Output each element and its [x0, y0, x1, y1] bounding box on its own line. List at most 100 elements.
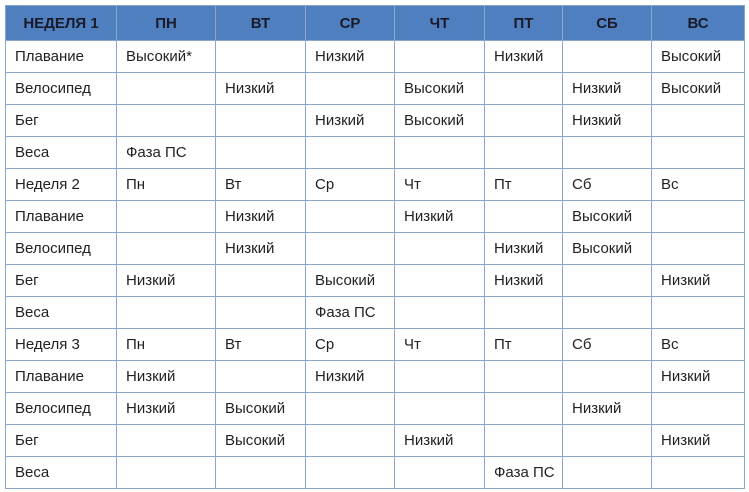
- table-cell: Сб: [562, 168, 652, 201]
- table-cell: Низкий: [562, 72, 652, 105]
- table-cell: Плавание: [5, 200, 117, 233]
- table-cell: Низкий: [651, 360, 745, 393]
- table-row: Бег Низкий Высокий Низкий Низкий: [5, 264, 745, 297]
- table-cell: Велосипед: [5, 72, 117, 105]
- header-cell: НЕДЕЛЯ 1: [5, 5, 117, 41]
- table-body: Плавание Высокий* Низкий Низкий Высокий Велос…: [5, 40, 745, 489]
- table-cell: Низкий: [215, 200, 306, 233]
- table-cell: Низкий: [116, 264, 216, 297]
- table-cell: Вс: [651, 328, 745, 361]
- table-cell: [215, 456, 306, 489]
- table-cell: Высокий: [394, 72, 485, 105]
- table-cell: [651, 136, 745, 169]
- table-row: Велосипед Низкий Высокий Низкий Высокий: [5, 72, 745, 105]
- table-cell: Низкий: [484, 232, 563, 265]
- table-cell: [305, 136, 395, 169]
- table-row: Плавание Низкий Низкий Низкий: [5, 360, 745, 393]
- table-row: Плавание Низкий Низкий Высокий: [5, 200, 745, 233]
- table-cell: [305, 232, 395, 265]
- table-cell: Низкий: [215, 232, 306, 265]
- table-cell: [305, 424, 395, 457]
- table-cell: [651, 296, 745, 329]
- table-cell: Низкий: [116, 392, 216, 425]
- table-cell: Низкий: [116, 360, 216, 393]
- table-cell: Сб: [562, 328, 652, 361]
- table-cell: [562, 456, 652, 489]
- table-cell: [484, 424, 563, 457]
- table-cell: Низкий: [215, 72, 306, 105]
- table-cell: [651, 232, 745, 265]
- header-cell: СБ: [562, 5, 652, 41]
- table-cell: [394, 40, 485, 73]
- table-cell: [394, 264, 485, 297]
- table-cell: Низкий: [305, 360, 395, 393]
- table-cell: Низкий: [562, 104, 652, 137]
- header-cell: ПН: [116, 5, 216, 41]
- header-cell: ПТ: [484, 5, 563, 41]
- table-row: Неделя 2 Пн Вт Ср Чт Пт Сб Вс: [5, 168, 745, 201]
- header-row: НЕДЕЛЯ 1 ПН ВТ СР ЧТ ПТ СБ ВС: [5, 5, 745, 41]
- table-row: Веса Фаза ПС: [5, 456, 745, 489]
- table-cell: [484, 296, 563, 329]
- table-cell: Низкий: [484, 264, 563, 297]
- table-row: Веса Фаза ПС: [5, 136, 745, 169]
- table-cell: [484, 360, 563, 393]
- table-cell: Низкий: [651, 264, 745, 297]
- table-cell: Высокий: [651, 40, 745, 73]
- table-cell: Чт: [394, 168, 485, 201]
- table-cell: [394, 360, 485, 393]
- table-cell: Фаза ПС: [116, 136, 216, 169]
- table-row: Веса Фаза ПС: [5, 296, 745, 329]
- table-cell: [651, 392, 745, 425]
- table-cell: [562, 264, 652, 297]
- table-cell: [562, 136, 652, 169]
- table-cell: Низкий: [562, 392, 652, 425]
- table-cell: [305, 72, 395, 105]
- table-cell: Низкий: [394, 200, 485, 233]
- table-cell: [215, 40, 306, 73]
- table-cell: [215, 104, 306, 137]
- table-row: Бег Высокий Низкий Низкий: [5, 424, 745, 457]
- table-cell: [116, 456, 216, 489]
- table-cell: Высокий: [305, 264, 395, 297]
- table-cell: [215, 360, 306, 393]
- table-cell: [305, 456, 395, 489]
- table-cell: Веса: [5, 136, 117, 169]
- header-cell: ЧТ: [394, 5, 485, 41]
- table-cell: Низкий: [305, 40, 395, 73]
- table-cell: Вс: [651, 168, 745, 201]
- header-cell: ВТ: [215, 5, 306, 41]
- table-cell: [215, 264, 306, 297]
- table-cell: [116, 424, 216, 457]
- table-row: Бег Низкий Высокий Низкий: [5, 104, 745, 137]
- table-cell: Пн: [116, 168, 216, 201]
- table-cell: Фаза ПС: [484, 456, 563, 489]
- table-cell: [305, 200, 395, 233]
- table-cell: Низкий: [305, 104, 395, 137]
- table-cell: [394, 456, 485, 489]
- table-cell: Пн: [116, 328, 216, 361]
- table-cell: [484, 392, 563, 425]
- table-cell: Высокий: [562, 232, 652, 265]
- table-row: Неделя 3 Пн Вт Ср Чт Пт Сб Вс: [5, 328, 745, 361]
- table-cell: Пт: [484, 328, 563, 361]
- table-cell: [484, 200, 563, 233]
- table-cell: Плавание: [5, 40, 117, 73]
- table-cell: [394, 232, 485, 265]
- table-cell: [651, 456, 745, 489]
- table-cell: [116, 72, 216, 105]
- table-row: Велосипед Низкий Высокий Низкий: [5, 392, 745, 425]
- header-cell: ВС: [651, 5, 745, 41]
- table-cell: [562, 296, 652, 329]
- table-cell: Бег: [5, 264, 117, 297]
- schedule-table: НЕДЕЛЯ 1 ПН ВТ СР ЧТ ПТ СБ ВС Плавание Высокий* Н…: [5, 5, 745, 489]
- table-cell: Высокий: [215, 424, 306, 457]
- table-cell: Неделя 2: [5, 168, 117, 201]
- table-cell: Велосипед: [5, 232, 117, 265]
- table-cell: Вт: [215, 328, 306, 361]
- header-cell: СР: [305, 5, 395, 41]
- table-cell: Бег: [5, 104, 117, 137]
- table-cell: [562, 40, 652, 73]
- table-cell: [116, 296, 216, 329]
